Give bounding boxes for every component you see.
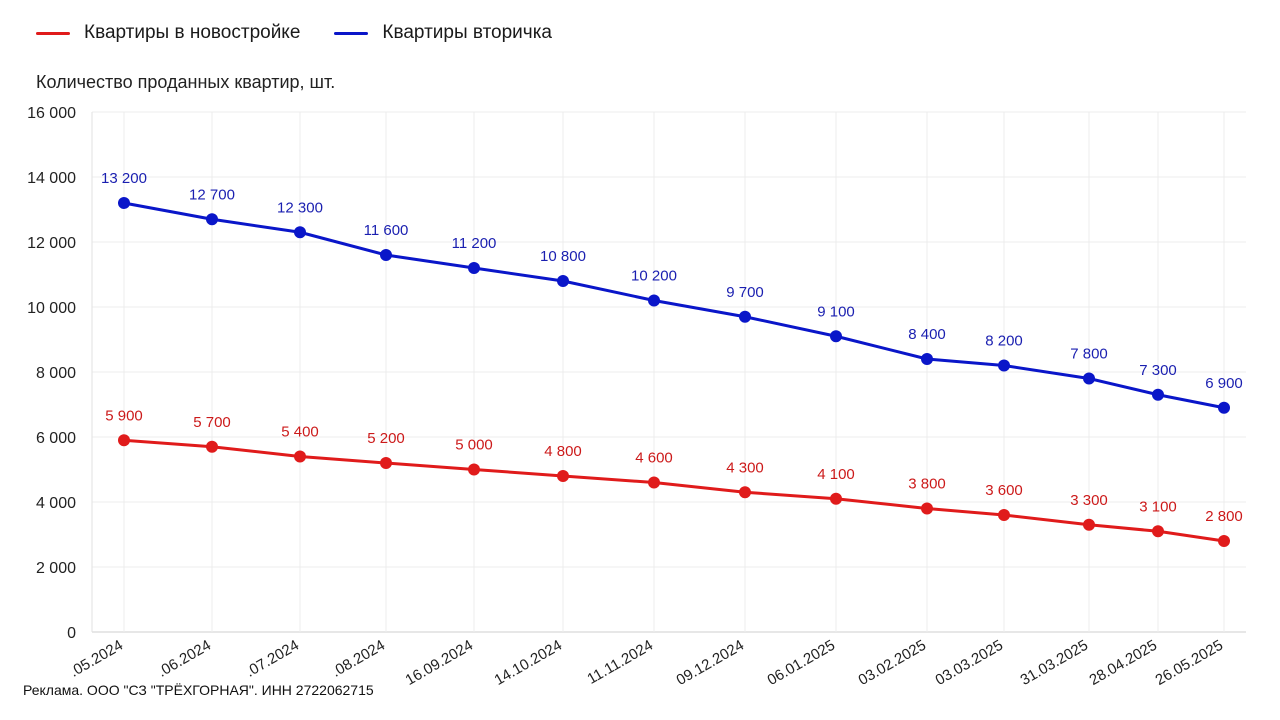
legend-item-secondary[interactable]: Квартиры вторичка [334, 22, 552, 44]
y-tick-label: 8 000 [36, 365, 76, 382]
data-label: 11 600 [364, 222, 409, 239]
data-point [294, 450, 306, 463]
data-label: 12 300 [277, 199, 323, 216]
x-tick-label: 14.10.2024 [491, 637, 565, 689]
x-tick-label: 09.12.2024 [673, 637, 747, 689]
y-tick-label: 10 000 [27, 300, 76, 317]
data-point [557, 275, 569, 287]
data-label: 10 800 [540, 248, 586, 265]
data-point [1218, 535, 1230, 547]
legend-label-new-buildings: Квартиры в новостройке [84, 22, 301, 43]
data-point [921, 353, 933, 365]
data-label: 3 100 [1139, 498, 1177, 515]
y-tick-label: 4 000 [36, 495, 76, 512]
data-point [1152, 525, 1164, 538]
x-tick-label: 11.11.2024 [584, 637, 656, 688]
data-label: 5 000 [455, 437, 493, 454]
data-label: 11 200 [452, 235, 497, 252]
x-tick-label: 03.02.2025 [855, 637, 929, 689]
x-tick-label: .08.2024 [329, 637, 388, 681]
data-point [739, 486, 751, 499]
data-point [118, 197, 130, 209]
data-point [1218, 401, 1230, 414]
data-point [380, 457, 392, 469]
chart-legend: Квартиры в новостройке Квартиры вторичка [36, 22, 552, 44]
data-point [118, 434, 130, 447]
data-label: 3 300 [1070, 492, 1108, 509]
data-label: 5 700 [193, 414, 231, 431]
data-point [998, 359, 1010, 372]
data-label: 8 400 [908, 326, 946, 343]
y-axis-title: Количество проданных квартир, шт. [36, 72, 336, 92]
data-label: 4 100 [817, 466, 855, 483]
legend-swatch-blue [334, 31, 369, 35]
data-label: 5 200 [367, 430, 405, 447]
data-label: 5 900 [105, 407, 143, 424]
data-label: 3 800 [908, 476, 946, 493]
data-point [1152, 388, 1164, 401]
data-point [206, 440, 218, 453]
x-tick-label: .07.2024 [243, 637, 302, 681]
data-label: 8 200 [985, 333, 1023, 350]
x-tick-label: 31.03.2025 [1017, 637, 1091, 689]
x-tick-label: .05.2024 [67, 637, 126, 681]
data-point [468, 463, 480, 476]
data-point [557, 470, 569, 482]
legend-swatch-red [36, 31, 70, 35]
y-tick-label: 16 000 [27, 105, 76, 122]
x-tick-label: .06.2024 [155, 637, 214, 681]
data-point [739, 310, 751, 323]
y-tick-label: 12 000 [27, 235, 76, 252]
data-point [468, 262, 480, 274]
data-point [1083, 372, 1095, 385]
data-label: 9 700 [726, 284, 764, 301]
legend-label-secondary: Квартиры вторичка [382, 22, 552, 43]
y-tick-label: 2 000 [36, 560, 76, 577]
y-tick-label: 14 000 [27, 170, 76, 187]
data-point [648, 476, 660, 489]
series-line-secondary [122, 201, 1226, 410]
x-tick-label: 16.09.2024 [402, 637, 476, 689]
data-label: 4 800 [544, 443, 582, 460]
advertisement-disclaimer: Реклама. ООО "СЗ "ТРЁХГОРНАЯ". ИНН 27220… [20, 682, 377, 698]
data-label: 5 400 [281, 424, 319, 441]
data-point [206, 213, 218, 226]
series-line-new-buildings [122, 438, 1226, 543]
x-tick-label: 06.01.2025 [764, 637, 838, 689]
data-label: 2 800 [1205, 508, 1243, 525]
data-point [380, 249, 392, 261]
data-point [830, 330, 842, 343]
data-point [294, 226, 306, 239]
y-tick-label: 0 [67, 625, 76, 642]
y-tick-label: 6 000 [36, 430, 76, 447]
data-label: 4 600 [635, 450, 673, 467]
x-tick-label: 28.04.2025 [1086, 637, 1160, 689]
data-label: 7 300 [1139, 362, 1177, 379]
x-tick-label: 03.03.2025 [932, 637, 1006, 689]
data-label: 13 200 [101, 170, 147, 187]
data-point [921, 502, 933, 515]
data-point [998, 509, 1010, 521]
data-label: 12 700 [189, 186, 235, 203]
x-tick-label: 26.05.2025 [1152, 637, 1226, 689]
data-label: 4 300 [726, 459, 764, 476]
data-point [1083, 518, 1095, 531]
data-point [648, 294, 660, 307]
data-label: 9 100 [817, 303, 855, 320]
legend-item-new-buildings[interactable]: Квартиры в новостройке [36, 22, 300, 44]
data-label: 3 600 [985, 482, 1023, 499]
data-label: 7 800 [1070, 346, 1108, 363]
data-label: 10 200 [631, 268, 677, 285]
data-label: 6 900 [1205, 375, 1243, 392]
data-point [830, 492, 842, 505]
